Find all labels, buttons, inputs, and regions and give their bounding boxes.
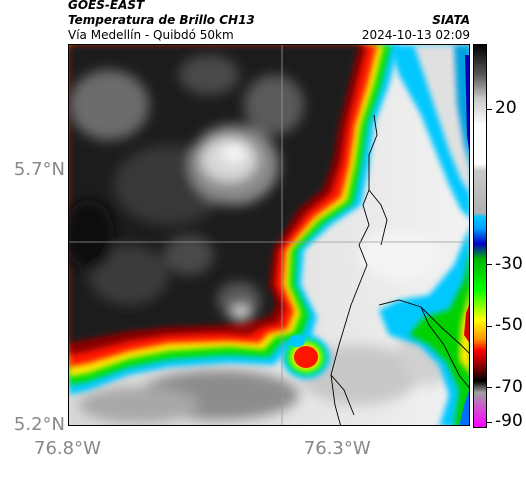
- agency-name: SIATA: [432, 13, 470, 27]
- colorbar-tick-mark: [487, 108, 492, 110]
- colorbar-tick-label: -90: [495, 411, 523, 432]
- map-gridlines: [69, 45, 469, 425]
- map-canvas: [69, 45, 469, 425]
- product-title: Temperatura de Brillo CH13: [68, 13, 255, 27]
- colorbar-tick-mark: [487, 264, 492, 266]
- colorbar-tick-label: 20: [495, 98, 517, 119]
- colorbar-tick-label: -70: [495, 376, 523, 397]
- colorbar-tick-label: -30: [495, 253, 523, 274]
- colorbar-tick-mark: [487, 325, 492, 327]
- colorbar-tick-mark: [487, 387, 492, 389]
- colorbar-tick-label: -50: [495, 315, 523, 336]
- latitude-tick-label: 5.7°N: [13, 159, 65, 181]
- longitude-tick-label: 76.3°W: [303, 438, 371, 459]
- satellite-map: [68, 44, 470, 426]
- colorbar-tick-mark: [487, 421, 492, 423]
- latitude-tick-label: 5.2°N: [13, 414, 65, 435]
- isolated-storm-cell: [282, 335, 330, 379]
- satellite-name: GOES-EAST: [68, 0, 145, 12]
- boundary-lines: [330, 114, 469, 425]
- longitude-tick-label: 76.8°W: [34, 438, 101, 459]
- region-label: Vía Medellín - Quibdó 50km: [68, 28, 234, 42]
- datetime-label: 2024-10-13 02:09: [361, 28, 470, 42]
- colorbar: [473, 44, 487, 428]
- eastern-cloud-band: [379, 45, 469, 425]
- cloud-top-texture: [69, 55, 304, 321]
